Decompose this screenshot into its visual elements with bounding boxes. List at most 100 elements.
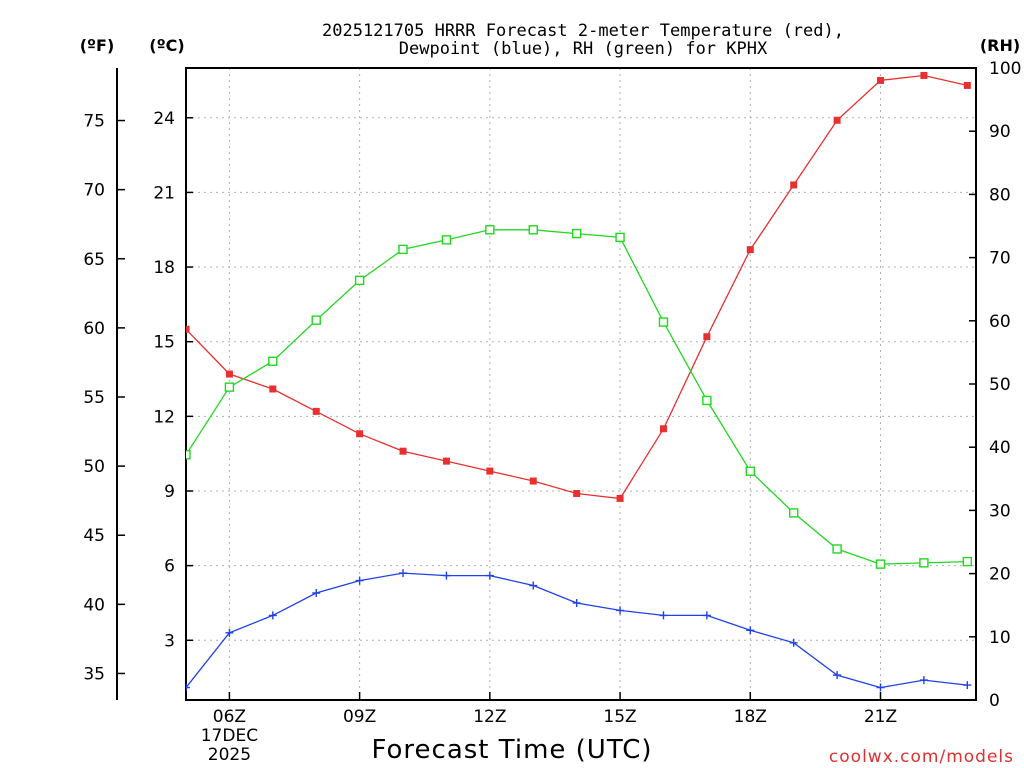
dewpoint-point <box>312 589 321 598</box>
series-dewpoint <box>186 569 972 692</box>
fahrenheit-axis-label: (ºF) <box>80 36 115 55</box>
rh-tick-label: 20 <box>989 565 1011 585</box>
rh-line <box>186 229 968 565</box>
dewpoint-point <box>529 581 538 590</box>
rh-point <box>311 315 321 325</box>
fahrenheit-tick-label: 50 <box>83 457 105 477</box>
2-meter-temperature-point <box>225 370 233 378</box>
dewpoint-line <box>186 572 968 689</box>
2-meter-temperature-point <box>703 333 711 341</box>
x-axis-label: Forecast Time (UTC) <box>371 735 652 765</box>
dewpoint-point <box>746 626 755 635</box>
celsius-tick-label: 9 <box>164 482 175 502</box>
chart-title-line1: 2025121705 HRRR Forecast 2-meter Tempera… <box>322 21 844 41</box>
rh-point <box>571 228 582 239</box>
rh-tick-label: 70 <box>989 249 1011 269</box>
2-meter-temperature-point <box>486 467 494 475</box>
dewpoint-point <box>789 638 798 647</box>
rh-point <box>528 225 538 235</box>
celsius-tick-label: 24 <box>153 109 175 129</box>
dewpoint-point <box>833 671 842 680</box>
time-tick-label: 06Z <box>213 707 246 727</box>
rh-tick-label: 90 <box>989 122 1011 142</box>
dewpoint-point <box>572 598 581 607</box>
dewpoint-point <box>186 683 190 692</box>
2-meter-temperature-point <box>356 430 364 438</box>
2-meter-temperature-point <box>877 76 885 84</box>
2-meter-temperature-point <box>312 407 320 415</box>
2-meter-temperature-point <box>963 81 971 89</box>
rh-point <box>224 382 235 392</box>
rh-point <box>919 558 929 568</box>
rh-tick-label: 100 <box>989 59 1021 79</box>
rh-point <box>268 356 278 366</box>
series-2-meter-temperature <box>186 71 971 502</box>
2-meter-temperature-point <box>920 71 928 79</box>
dewpoint-point <box>963 681 972 690</box>
grid <box>186 68 976 700</box>
celsius-axis-label: (ºC) <box>149 36 184 55</box>
rh-point <box>658 317 669 327</box>
rh-tick-label: 40 <box>989 438 1011 458</box>
2-meter-temperature-point <box>186 325 190 333</box>
2-meter-temperature-point <box>833 116 841 124</box>
2-meter-temperature-point <box>790 181 798 189</box>
rh-tick-label: 60 <box>989 312 1011 332</box>
credit-text: coolwx.com/models <box>829 747 1014 767</box>
fahrenheit-tick-label: 45 <box>83 526 105 546</box>
series-rh <box>186 225 973 569</box>
rh-tick-label: 0 <box>989 691 1000 711</box>
fahrenheit-tick-label: 70 <box>83 181 105 201</box>
dewpoint-point <box>268 611 277 620</box>
plot-frame <box>185 67 977 701</box>
fahrenheit-tick-label: 35 <box>83 664 105 684</box>
2-meter-temperature-point <box>616 494 624 502</box>
dewpoint-point <box>659 611 668 620</box>
time-tick-label: 12Z <box>473 707 506 727</box>
2-meter-temperature-point <box>269 385 277 393</box>
2-meter-temperature-line <box>186 74 968 500</box>
fahrenheit-axis: 35 40 45 50 55 60 65 70 75 <box>83 112 125 684</box>
celsius-tick-label: 18 <box>153 258 175 278</box>
2-meter-temperature-point <box>659 425 667 433</box>
celsius-axis: 3 6 9 12 15 18 21 24 <box>153 109 193 651</box>
dewpoint-point <box>876 683 885 692</box>
dewpoint-point <box>919 676 928 685</box>
celsius-tick-label: 12 <box>153 407 175 427</box>
rh-tick-label: 50 <box>989 375 1011 395</box>
celsius-tick-label: 3 <box>164 631 175 651</box>
rh-point <box>788 508 799 518</box>
fahrenheit-tick-label: 40 <box>83 595 105 615</box>
2-meter-temperature-point <box>573 489 581 497</box>
rh-point <box>745 466 755 476</box>
time-tick-label: 21Z <box>864 707 897 727</box>
rh-axis: 0 10 20 30 40 50 60 70 80 90 100 <box>969 59 1021 711</box>
fahrenheit-tick-label: 60 <box>83 319 105 339</box>
date-label: 17DEC <box>201 726 258 746</box>
dewpoint-point <box>225 628 234 637</box>
rh-point <box>186 450 191 460</box>
rh-point <box>485 225 495 235</box>
rh-point <box>398 244 408 255</box>
2-meter-temperature-point <box>399 447 407 455</box>
2-meter-temperature-point <box>529 477 537 485</box>
time-tick-label: 18Z <box>734 707 767 727</box>
fahrenheit-tick-label: 65 <box>83 250 105 270</box>
time-tick-label: 09Z <box>343 707 376 727</box>
rh-point <box>832 544 842 554</box>
rh-tick-label: 30 <box>989 501 1011 521</box>
time-tick-label: 15Z <box>603 707 636 727</box>
dewpoint-point <box>702 611 711 620</box>
year-label: 2025 <box>208 745 251 765</box>
dewpoint-point <box>399 569 408 578</box>
rh-tick-label: 10 <box>989 628 1011 648</box>
dewpoint-point <box>355 576 364 585</box>
celsius-tick-label: 21 <box>153 183 175 203</box>
rh-point <box>354 275 365 286</box>
celsius-tick-label: 6 <box>164 557 175 577</box>
2-meter-temperature-point <box>442 457 450 465</box>
rh-axis-label: (RH) <box>980 36 1020 55</box>
rh-point <box>875 559 886 569</box>
